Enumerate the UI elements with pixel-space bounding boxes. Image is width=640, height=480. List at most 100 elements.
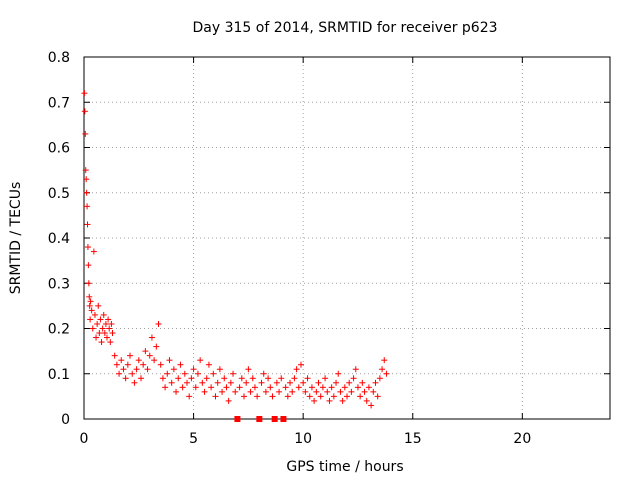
data-point [170,366,177,373]
data-point [234,416,241,422]
data-point [344,393,350,400]
data-point [100,311,107,318]
data-point [243,379,250,386]
data-point [146,352,153,359]
data-point [186,393,193,400]
data-point [236,384,243,391]
data-point [190,366,197,373]
data-point [184,379,191,386]
y-tick-labels: 0 0.1 0.2 0.3 0.4 0.5 0.6 0.7 0.8 [48,50,70,428]
data-point [83,176,90,183]
data-point [293,366,300,373]
data-point [365,384,372,391]
data-point [258,379,265,386]
data-point [108,320,115,327]
data-point [308,384,315,391]
data-point [194,370,201,377]
data-point [159,375,166,382]
data-point [208,384,215,391]
data-point [216,366,223,373]
data-point [107,339,114,346]
y-tick-label: 0.6 [48,141,70,157]
data-point [144,366,151,373]
data-point [98,339,105,346]
data-point [205,361,212,368]
data-point [313,388,320,395]
data-point [232,388,239,395]
data-point [372,379,379,386]
data-point [104,334,111,341]
data-point [304,375,311,382]
y-tick-label: 0.7 [48,95,70,111]
y-tick-label: 0.5 [48,186,70,202]
data-point [284,393,291,400]
data-point [240,393,247,400]
data-point [81,108,88,115]
data-point [280,416,287,422]
data-point [339,397,346,404]
data-point [346,379,353,386]
data-point [137,375,144,382]
data-point [335,370,342,377]
data-point [297,361,304,368]
y-axis-label: SRMTID / TECUs [8,182,24,295]
data-point [203,375,210,382]
data-point [311,397,318,404]
grid [84,57,610,419]
data-point [223,384,230,391]
data-point [357,393,364,400]
data-point [271,416,278,422]
data-point [113,361,120,368]
data-point [87,298,94,305]
data-point [162,384,169,391]
data-point [95,302,102,309]
data-point [319,384,326,391]
data-point [86,302,93,309]
data-point [247,388,254,395]
data-point [330,393,337,400]
data-point [131,379,138,386]
data-point [140,361,147,368]
data-point [221,375,228,382]
data-point [135,357,142,364]
data-point [155,320,162,327]
data-point [85,280,92,287]
data-point [238,375,245,382]
data-point [230,370,237,377]
data-point [82,167,89,174]
data-point [368,402,375,409]
data-point [93,334,100,341]
data-point [278,375,285,382]
x-tick-label: 0 [80,431,89,447]
x-tick-label: 5 [189,431,198,447]
data-point [374,393,381,400]
data-point [111,352,118,359]
data-point [214,379,221,386]
data-point [127,352,134,359]
data-point [245,366,252,373]
data-point [267,384,274,391]
data-point [82,130,89,137]
x-tick-label: 15 [404,431,422,447]
data-point [84,221,91,228]
data-point [102,320,109,327]
data-point [173,388,180,395]
data-point [85,262,92,269]
data-point [328,384,335,391]
data-point [84,203,91,210]
data-point [219,388,226,395]
data-point [341,384,348,391]
data-point [109,330,116,337]
data-point [151,357,158,364]
data-point [181,370,188,377]
data-point [379,366,386,373]
data-point [324,388,331,395]
data-point [164,370,171,377]
data-point [295,384,302,391]
data-point [197,357,204,364]
data-point [256,416,263,422]
y-tick-label: 0.2 [48,322,70,338]
data-point [276,388,283,395]
data-point [225,397,232,404]
